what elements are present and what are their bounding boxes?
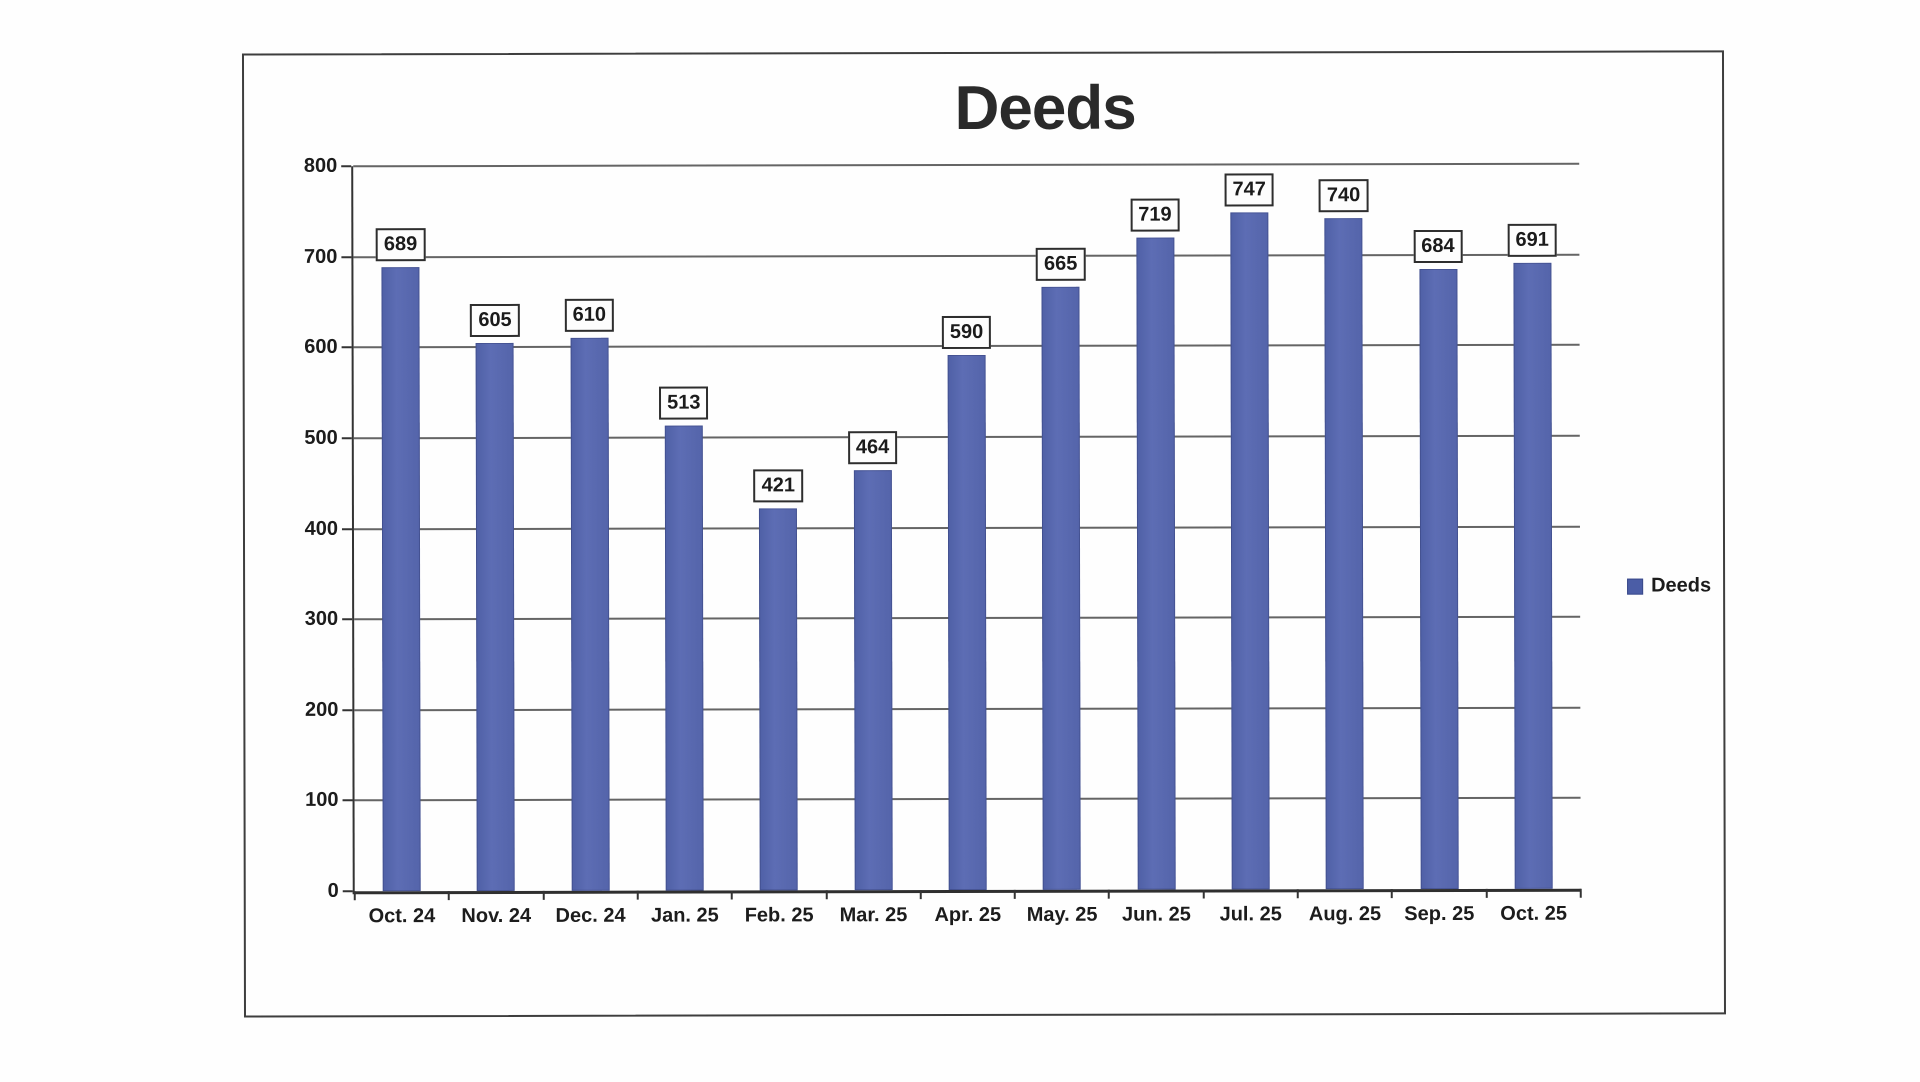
y-tick-800 — [341, 165, 352, 168]
bar-nov-24 — [476, 342, 516, 892]
x-tick-3 — [636, 890, 639, 900]
x-tick-label-mar-25: Mar. 25 — [839, 904, 908, 927]
data-label-dec-24: 610 — [564, 298, 615, 333]
data-label-feb-25: 421 — [753, 469, 803, 503]
y-tick-label-800: 800 — [303, 154, 338, 177]
bar-oct-25 — [1513, 262, 1553, 889]
y-tick-label-300: 300 — [304, 607, 339, 630]
bar-mar-25 — [853, 469, 893, 891]
x-tick-12 — [1485, 888, 1488, 898]
chart-title: Deeds — [954, 73, 1136, 144]
y-tick-label-200: 200 — [304, 698, 339, 721]
x-tick-1 — [448, 891, 451, 901]
data-label-may-25: 665 — [1035, 248, 1086, 282]
y-tick-label-0: 0 — [327, 879, 339, 902]
x-tick-label-nov-24: Nov. 24 — [461, 904, 532, 928]
x-tick-6 — [919, 890, 922, 900]
x-tick-label-oct-25: Oct. 25 — [1500, 902, 1568, 925]
x-tick-13 — [1579, 888, 1582, 898]
bar-may-25 — [1041, 287, 1082, 890]
x-tick-label-dec-24: Dec. 24 — [555, 904, 626, 927]
y-tick-300 — [342, 618, 353, 621]
y-tick-400 — [341, 527, 352, 530]
y-tick-label-500: 500 — [304, 426, 338, 449]
y-tick-label-700: 700 — [304, 245, 338, 268]
y-tick-label-400: 400 — [304, 517, 338, 540]
bar-jul-25 — [1230, 212, 1270, 890]
y-tick-100 — [342, 799, 353, 802]
data-label-jan-25: 513 — [659, 386, 709, 420]
x-tick-label-aug-25: Aug. 25 — [1308, 903, 1382, 926]
bar-aug-25 — [1324, 218, 1364, 890]
y-tick-500 — [341, 437, 352, 440]
data-label-aug-25: 740 — [1318, 179, 1369, 213]
bar-oct-24 — [381, 266, 421, 892]
x-tick-4 — [730, 890, 733, 900]
data-label-nov-24: 605 — [470, 303, 520, 337]
data-label-jun-25: 719 — [1130, 198, 1180, 233]
legend: Deeds — [1627, 574, 1711, 597]
legend-label: Deeds — [1651, 574, 1712, 597]
legend-swatch-icon — [1627, 578, 1644, 595]
bar-feb-25 — [759, 508, 799, 891]
y-tick-600 — [341, 346, 352, 349]
gridline-700 — [353, 253, 1580, 258]
data-label-oct-25: 691 — [1507, 223, 1557, 257]
x-tick-9 — [1202, 889, 1205, 899]
y-tick-200 — [342, 709, 353, 712]
x-tick-11 — [1391, 889, 1394, 899]
bar-jun-25 — [1135, 237, 1176, 890]
x-tick-0 — [353, 891, 356, 901]
x-tick-label-oct-24: Oct. 24 — [368, 905, 436, 928]
x-tick-label-jan-25: Jan. 25 — [650, 904, 719, 927]
data-label-apr-25: 590 — [941, 316, 992, 350]
data-label-jul-25: 747 — [1224, 173, 1274, 207]
x-tick-8 — [1108, 889, 1111, 899]
data-label-sep-25: 684 — [1413, 230, 1463, 264]
x-tick-label-jul-25: Jul. 25 — [1219, 903, 1282, 926]
x-tick-label-jun-25: Jun. 25 — [1121, 903, 1191, 926]
bar-dec-24 — [570, 337, 610, 891]
x-tick-2 — [542, 890, 545, 900]
x-tick-label-feb-25: Feb. 25 — [744, 904, 814, 927]
data-label-mar-25: 464 — [847, 430, 898, 464]
data-label-oct-24: 689 — [375, 227, 426, 261]
bar-jan-25 — [664, 425, 704, 891]
x-tick-label-apr-25: Apr. 25 — [934, 903, 1002, 927]
bar-apr-25 — [947, 355, 987, 891]
x-tick-label-may-25: May. 25 — [1026, 903, 1098, 926]
plot-area: 0 100 200 300 400 500 600 700 800 689 Oct. 24 605 No… — [304, 155, 1582, 927]
x-tick-10 — [1296, 889, 1299, 899]
y-tick-700 — [341, 255, 352, 258]
bar-sep-25 — [1418, 269, 1459, 890]
x-tick-label-sep-25: Sep. 25 — [1404, 902, 1475, 926]
x-tick-5 — [825, 890, 828, 900]
y-tick-label-600: 600 — [304, 336, 338, 359]
y-tick-0 — [342, 890, 353, 893]
x-tick-7 — [1013, 889, 1016, 899]
y-tick-label-100: 100 — [305, 789, 339, 812]
